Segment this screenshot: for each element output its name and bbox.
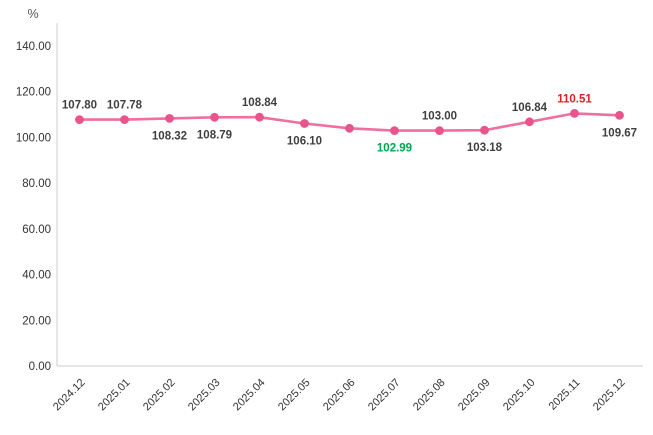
x-tick-label: 2025.11 <box>547 377 583 413</box>
x-tick-label: 2025.10 <box>501 377 538 414</box>
data-value-labels: 107.80 107.78 108.32 108.79 108.84 106.10 102.… <box>62 93 637 154</box>
x-tick-label: 2025.09 <box>456 377 493 414</box>
y-tick-label: 40.00 <box>22 270 51 282</box>
data-value-label: 109.67 <box>602 127 637 139</box>
x-tick-label: 2025.08 <box>411 377 448 414</box>
data-value-label: 106.10 <box>287 136 322 148</box>
data-point <box>255 112 264 122</box>
data-value-label: 108.32 <box>152 130 187 142</box>
data-point <box>480 125 489 135</box>
data-point <box>345 123 354 133</box>
data-value-label: 107.80 <box>62 100 97 112</box>
axes <box>56 23 643 367</box>
data-point <box>120 115 129 124</box>
data-value-label: 110.51 <box>557 93 592 105</box>
x-tick-label: 2024.12 <box>51 377 88 414</box>
y-axis-tick-labels: 0.00 20.00 40.00 60.00 80.00 100.00 120.00 140.… <box>16 41 51 373</box>
y-tick-label: 0.00 <box>29 361 51 373</box>
data-point <box>75 115 84 124</box>
x-tick-label: 2025.06 <box>321 377 358 414</box>
data-point <box>390 126 399 135</box>
x-tick-label: 2025.05 <box>276 377 313 414</box>
data-point <box>615 110 624 120</box>
y-tick-label: 140.00 <box>16 41 51 53</box>
data-point <box>525 117 534 127</box>
data-point <box>435 126 444 135</box>
x-tick-label: 2025.03 <box>186 377 223 414</box>
y-tick-label: 120.00 <box>16 87 51 99</box>
x-axis-tick-labels: 2024.12 2025.01 2025.02 2025.03 2025.04 2025.… <box>51 377 628 414</box>
data-value-label: 102.99 <box>377 143 412 155</box>
y-tick-label: 60.00 <box>22 224 51 236</box>
data-value-label: 108.84 <box>242 97 278 109</box>
data-value-label: 103.18 <box>467 142 503 154</box>
x-tick-label: 2025.12 <box>591 377 628 414</box>
x-tick-label: 2025.01 <box>96 377 133 414</box>
data-value-label: 108.79 <box>197 129 232 141</box>
x-tick-label: 2025.04 <box>231 377 268 414</box>
y-axis-unit-label: % <box>27 7 38 21</box>
data-series <box>75 109 624 135</box>
data-value-label: 107.78 <box>107 100 143 112</box>
data-value-label: 103.00 <box>422 111 457 123</box>
data-point <box>570 109 579 118</box>
y-tick-label: 100.00 <box>16 132 51 144</box>
y-tick-label: 80.00 <box>22 178 51 190</box>
x-tick-label: 2025.07 <box>366 377 403 414</box>
x-tick-label: 2025.02 <box>141 377 178 414</box>
data-point <box>210 112 219 122</box>
data-point <box>300 119 309 128</box>
data-point <box>165 114 174 123</box>
data-value-label: 106.84 <box>512 102 548 114</box>
y-tick-label: 20.00 <box>22 315 51 327</box>
